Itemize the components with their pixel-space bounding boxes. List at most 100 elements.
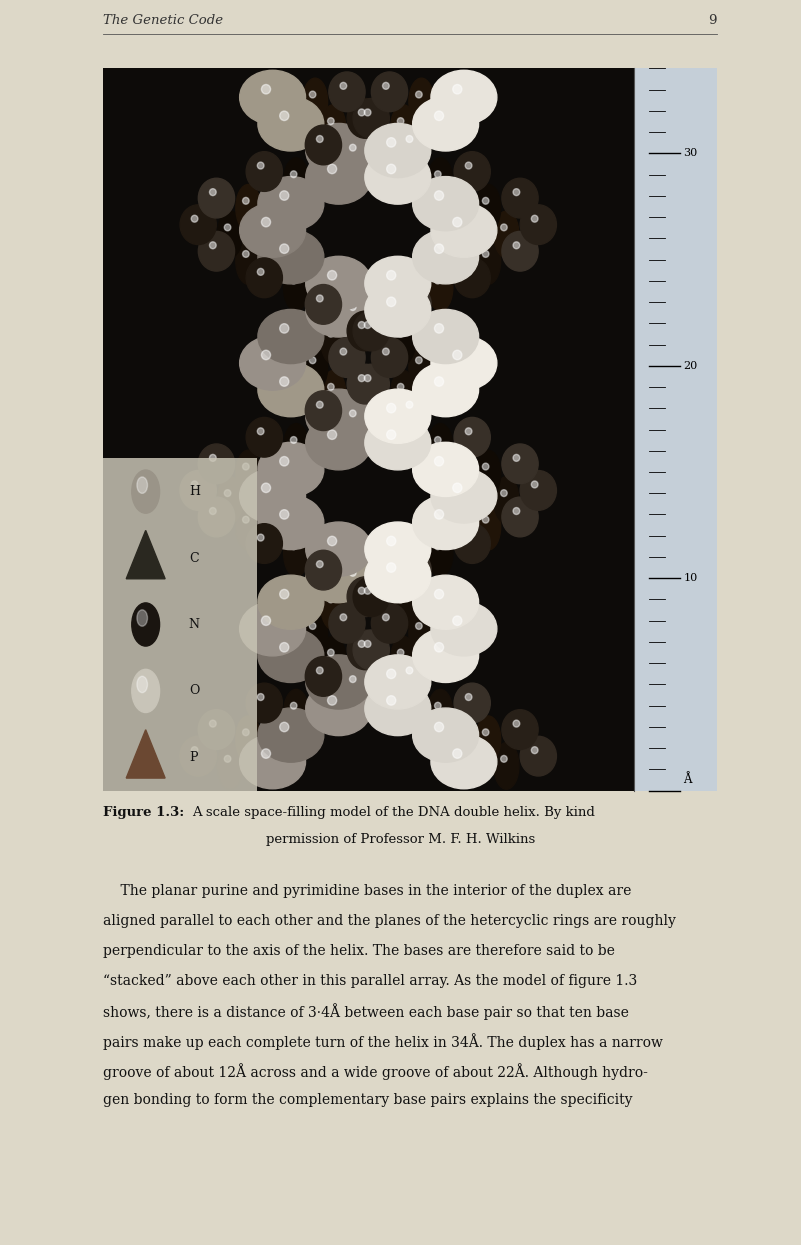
- Ellipse shape: [416, 91, 422, 98]
- Ellipse shape: [199, 497, 235, 537]
- Ellipse shape: [306, 123, 372, 178]
- Ellipse shape: [513, 454, 520, 462]
- Ellipse shape: [235, 716, 261, 763]
- Ellipse shape: [431, 601, 497, 656]
- Ellipse shape: [328, 164, 336, 174]
- Ellipse shape: [428, 530, 453, 576]
- Ellipse shape: [387, 403, 396, 413]
- Text: 30: 30: [683, 148, 698, 158]
- Ellipse shape: [453, 483, 462, 493]
- Ellipse shape: [321, 371, 346, 417]
- Text: shows, there is a distance of 3·4Å between each base pair so that ten base: shows, there is a distance of 3·4Å betwe…: [103, 1003, 629, 1021]
- Ellipse shape: [343, 131, 368, 178]
- Ellipse shape: [258, 177, 324, 230]
- Circle shape: [137, 610, 147, 626]
- Ellipse shape: [431, 336, 497, 390]
- Ellipse shape: [397, 118, 404, 125]
- Ellipse shape: [465, 534, 472, 542]
- Ellipse shape: [501, 224, 507, 230]
- Ellipse shape: [513, 189, 520, 195]
- Ellipse shape: [397, 596, 404, 603]
- Ellipse shape: [291, 171, 297, 178]
- Ellipse shape: [199, 232, 235, 271]
- Ellipse shape: [454, 152, 490, 192]
- Ellipse shape: [531, 481, 538, 488]
- Text: H: H: [189, 486, 199, 498]
- Ellipse shape: [376, 676, 382, 682]
- Ellipse shape: [502, 232, 538, 271]
- Ellipse shape: [316, 667, 323, 674]
- Ellipse shape: [218, 742, 243, 789]
- Ellipse shape: [364, 522, 431, 576]
- Ellipse shape: [358, 588, 365, 594]
- Ellipse shape: [280, 244, 289, 254]
- Ellipse shape: [482, 463, 489, 469]
- Ellipse shape: [284, 423, 308, 471]
- Ellipse shape: [387, 430, 396, 439]
- Text: N: N: [189, 618, 199, 631]
- Ellipse shape: [328, 138, 336, 147]
- Ellipse shape: [347, 630, 384, 670]
- Ellipse shape: [343, 557, 368, 603]
- Ellipse shape: [353, 576, 389, 616]
- Ellipse shape: [340, 349, 347, 355]
- Ellipse shape: [428, 264, 453, 311]
- Ellipse shape: [364, 123, 431, 178]
- Text: 20: 20: [683, 361, 698, 371]
- Ellipse shape: [328, 403, 336, 413]
- Ellipse shape: [243, 198, 249, 204]
- Ellipse shape: [368, 131, 394, 178]
- Ellipse shape: [364, 375, 371, 382]
- Ellipse shape: [364, 321, 371, 329]
- Ellipse shape: [376, 410, 382, 417]
- Ellipse shape: [395, 285, 431, 324]
- Ellipse shape: [303, 610, 328, 656]
- Ellipse shape: [413, 708, 478, 762]
- Ellipse shape: [321, 105, 346, 152]
- Bar: [103, 458, 256, 791]
- Ellipse shape: [224, 489, 231, 497]
- Ellipse shape: [328, 649, 334, 656]
- Ellipse shape: [210, 454, 216, 462]
- Ellipse shape: [372, 604, 408, 644]
- Ellipse shape: [364, 110, 371, 116]
- Ellipse shape: [482, 517, 489, 523]
- Ellipse shape: [328, 298, 336, 306]
- Ellipse shape: [513, 242, 520, 249]
- Ellipse shape: [413, 362, 478, 417]
- Ellipse shape: [482, 728, 489, 736]
- Ellipse shape: [246, 258, 283, 298]
- Ellipse shape: [239, 601, 305, 656]
- Ellipse shape: [243, 517, 249, 523]
- Ellipse shape: [494, 477, 519, 523]
- Ellipse shape: [291, 543, 297, 550]
- Ellipse shape: [328, 596, 334, 603]
- Ellipse shape: [434, 589, 444, 599]
- Ellipse shape: [218, 477, 243, 523]
- Ellipse shape: [465, 693, 472, 701]
- Ellipse shape: [364, 655, 431, 710]
- Ellipse shape: [395, 391, 431, 431]
- Ellipse shape: [257, 534, 264, 542]
- Ellipse shape: [258, 575, 324, 629]
- Ellipse shape: [261, 350, 271, 360]
- Ellipse shape: [413, 97, 478, 151]
- Ellipse shape: [454, 417, 490, 457]
- Ellipse shape: [243, 728, 249, 736]
- Ellipse shape: [239, 336, 305, 390]
- Ellipse shape: [243, 463, 249, 469]
- Ellipse shape: [413, 496, 478, 549]
- Ellipse shape: [502, 178, 538, 218]
- Ellipse shape: [397, 649, 404, 656]
- Ellipse shape: [387, 164, 396, 174]
- Ellipse shape: [454, 524, 490, 564]
- Ellipse shape: [364, 390, 431, 443]
- Ellipse shape: [358, 321, 365, 329]
- Ellipse shape: [210, 242, 216, 249]
- Ellipse shape: [280, 509, 289, 519]
- Ellipse shape: [306, 655, 372, 710]
- Ellipse shape: [454, 258, 490, 298]
- Ellipse shape: [428, 423, 453, 471]
- Ellipse shape: [284, 690, 308, 736]
- Ellipse shape: [413, 177, 478, 230]
